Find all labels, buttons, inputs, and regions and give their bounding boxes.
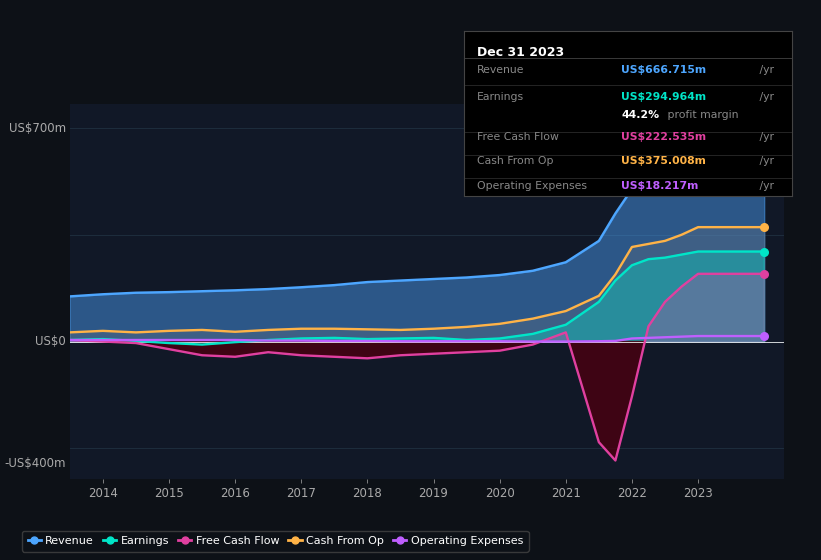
Text: Operating Expenses: Operating Expenses	[477, 181, 587, 191]
Text: -US$400m: -US$400m	[5, 457, 67, 470]
Text: US$375.008m: US$375.008m	[621, 156, 706, 166]
Text: 44.2%: 44.2%	[621, 110, 659, 120]
Text: profit margin: profit margin	[664, 110, 739, 120]
Text: Dec 31 2023: Dec 31 2023	[477, 46, 564, 59]
Point	[758, 247, 771, 256]
Text: US$18.217m: US$18.217m	[621, 181, 699, 191]
Text: Revenue: Revenue	[477, 66, 525, 76]
Text: US$700m: US$700m	[9, 122, 67, 134]
Legend: Revenue, Earnings, Free Cash Flow, Cash From Op, Operating Expenses: Revenue, Earnings, Free Cash Flow, Cash …	[22, 530, 529, 552]
Point	[758, 223, 771, 232]
Point	[758, 134, 771, 143]
Text: US$666.715m: US$666.715m	[621, 66, 707, 76]
Point	[758, 269, 771, 278]
Text: /yr: /yr	[756, 181, 774, 191]
Text: US$0: US$0	[35, 335, 67, 348]
Text: /yr: /yr	[756, 156, 774, 166]
Text: /yr: /yr	[756, 92, 774, 102]
Text: Cash From Op: Cash From Op	[477, 156, 553, 166]
Text: Free Cash Flow: Free Cash Flow	[477, 132, 559, 142]
Text: /yr: /yr	[756, 66, 774, 76]
Text: US$222.535m: US$222.535m	[621, 132, 707, 142]
Point	[758, 332, 771, 340]
Text: Earnings: Earnings	[477, 92, 524, 102]
Text: /yr: /yr	[756, 132, 774, 142]
Text: US$294.964m: US$294.964m	[621, 92, 707, 102]
